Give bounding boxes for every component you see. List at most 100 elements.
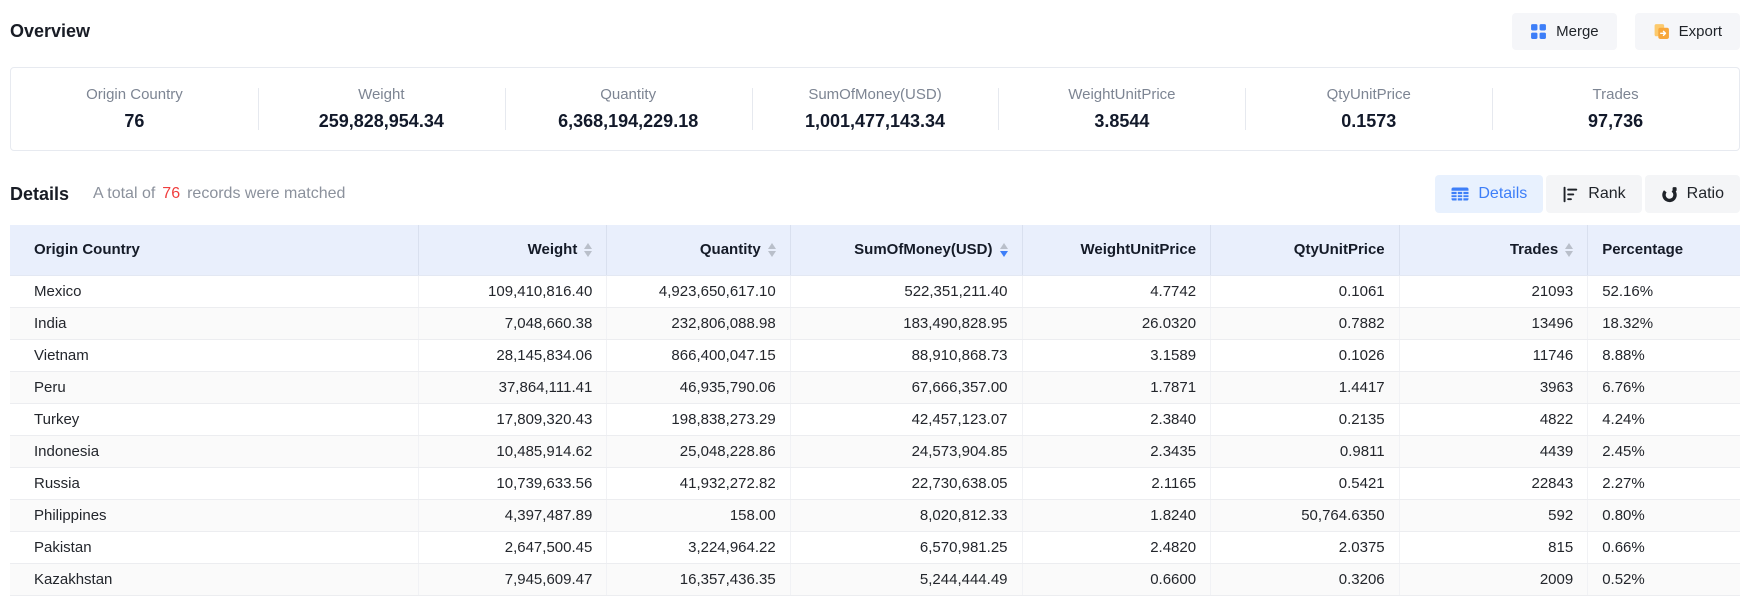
stat-label: Quantity — [600, 86, 656, 103]
column-header-label: WeightUnitPrice — [1081, 241, 1197, 258]
column-header-content: Quantity — [700, 241, 776, 258]
stat-label: SumOfMoney(USD) — [808, 86, 941, 103]
topbar: Overview Merge Export — [10, 0, 1740, 50]
stat-item: Quantity6,368,194,229.18 — [505, 68, 752, 150]
cell-qty-unit-price: 2.0375 — [1211, 531, 1400, 563]
sort-descending-icon[interactable] — [584, 251, 592, 257]
cell-percentage: 52.16% — [1588, 275, 1740, 307]
details-title: Details — [10, 184, 69, 205]
cell-sum-of-money-usd: 6,570,981.25 — [790, 531, 1022, 563]
view-button-rank[interactable]: Rank — [1546, 175, 1641, 213]
cell-quantity: 4,923,650,617.10 — [607, 275, 790, 307]
cell-origin-country: Peru — [10, 371, 418, 403]
cell-percentage: 4.24% — [1588, 403, 1740, 435]
stat-value: 97,736 — [1588, 111, 1643, 132]
cell-percentage: 2.45% — [1588, 435, 1740, 467]
table-row: Pakistan2,647,500.453,224,964.226,570,98… — [10, 531, 1740, 563]
sort-descending-icon[interactable] — [1565, 251, 1573, 257]
cell-trades: 21093 — [1399, 275, 1588, 307]
cell-qty-unit-price: 0.5421 — [1211, 467, 1400, 499]
sort-ascending-icon[interactable] — [1565, 243, 1573, 249]
cell-sum-of-money-usd: 22,730,638.05 — [790, 467, 1022, 499]
cell-sum-of-money-usd: 67,666,357.00 — [790, 371, 1022, 403]
cell-percentage: 0.66% — [1588, 531, 1740, 563]
sort-caret[interactable] — [1565, 243, 1573, 257]
export-button[interactable]: Export — [1635, 13, 1740, 50]
view-button-label: Ratio — [1687, 185, 1724, 203]
cell-origin-country: Indonesia — [10, 435, 418, 467]
cell-sum-of-money-usd: 8,020,812.33 — [790, 499, 1022, 531]
cell-qty-unit-price: 0.2135 — [1211, 403, 1400, 435]
cell-quantity: 158.00 — [607, 499, 790, 531]
cell-origin-country: Vietnam — [10, 339, 418, 371]
table-row: Russia10,739,633.5641,932,272.8222,730,6… — [10, 467, 1740, 499]
column-header-content: Percentage — [1602, 241, 1683, 258]
cell-weight: 10,485,914.62 — [418, 435, 607, 467]
cell-weight-unit-price: 1.8240 — [1022, 499, 1211, 531]
cell-weight: 17,809,320.43 — [418, 403, 607, 435]
column-header-weight[interactable]: Weight — [418, 225, 607, 275]
stat-label: Weight — [358, 86, 404, 103]
match-count: 76 — [162, 185, 180, 202]
sort-caret[interactable] — [1000, 243, 1008, 257]
cell-percentage: 8.88% — [1588, 339, 1740, 371]
view-button-ratio[interactable]: Ratio — [1645, 175, 1740, 213]
column-header-qty-unit-price: QtyUnitPrice — [1211, 225, 1400, 275]
stat-value: 259,828,954.34 — [319, 111, 444, 132]
column-header-content: Weight — [528, 241, 593, 258]
cell-quantity: 41,932,272.82 — [607, 467, 790, 499]
column-header-trades[interactable]: Trades — [1399, 225, 1588, 275]
cell-weight: 109,410,816.40 — [418, 275, 607, 307]
cell-qty-unit-price: 1.4417 — [1211, 371, 1400, 403]
stat-item: QtyUnitPrice 0.1573 — [1245, 68, 1492, 150]
view-button-label: Rank — [1588, 185, 1625, 203]
cell-weight-unit-price: 2.3840 — [1022, 403, 1211, 435]
table-row: Vietnam28,145,834.06866,400,047.1588,910… — [10, 339, 1740, 371]
sort-descending-icon[interactable] — [768, 251, 776, 257]
cell-origin-country: Kazakhstan — [10, 563, 418, 595]
stat-item: SumOfMoney(USD) 1,001,477,143.34 — [752, 68, 999, 150]
sort-caret[interactable] — [768, 243, 776, 257]
page-title: Overview — [10, 21, 90, 42]
column-header-weight-unit-price: WeightUnitPrice — [1022, 225, 1211, 275]
stat-value: 1,001,477,143.34 — [805, 111, 945, 132]
cell-sum-of-money-usd: 522,351,211.40 — [790, 275, 1022, 307]
cell-quantity: 16,357,436.35 — [607, 563, 790, 595]
cell-quantity: 3,224,964.22 — [607, 531, 790, 563]
merge-button-label: Merge — [1556, 23, 1599, 40]
sort-caret[interactable] — [584, 243, 592, 257]
column-header-sum-of-money-usd[interactable]: SumOfMoney(USD) — [790, 225, 1022, 275]
column-header-content: Trades — [1510, 241, 1573, 258]
cell-quantity: 198,838,273.29 — [607, 403, 790, 435]
stat-value: 76 — [124, 111, 144, 132]
cell-percentage: 0.80% — [1588, 499, 1740, 531]
column-header-label: Weight — [528, 241, 578, 258]
sort-ascending-icon[interactable] — [768, 243, 776, 249]
stat-value: 0.1573 — [1341, 111, 1396, 132]
cell-sum-of-money-usd: 24,573,904.85 — [790, 435, 1022, 467]
cell-origin-country: Turkey — [10, 403, 418, 435]
cell-trades: 22843 — [1399, 467, 1588, 499]
column-header-content: QtyUnitPrice — [1294, 241, 1385, 258]
merge-button[interactable]: Merge — [1512, 13, 1617, 50]
column-header-percentage: Percentage — [1588, 225, 1740, 275]
cell-qty-unit-price: 0.7882 — [1211, 307, 1400, 339]
ratio-icon — [1661, 186, 1678, 203]
table-row: Indonesia10,485,914.6225,048,228.8624,57… — [10, 435, 1740, 467]
cell-percentage: 6.76% — [1588, 371, 1740, 403]
stat-label: QtyUnitPrice — [1327, 86, 1411, 103]
export-icon — [1653, 23, 1670, 40]
column-header-quantity[interactable]: Quantity — [607, 225, 790, 275]
cell-qty-unit-price: 0.1061 — [1211, 275, 1400, 307]
sort-descending-icon[interactable] — [1000, 251, 1008, 257]
cell-qty-unit-price: 0.3206 — [1211, 563, 1400, 595]
view-button-details[interactable]: Details — [1435, 175, 1543, 213]
rank-icon — [1562, 186, 1579, 203]
table-row: Peru37,864,111.4146,935,790.0667,666,357… — [10, 371, 1740, 403]
export-button-label: Export — [1679, 23, 1722, 40]
cell-weight: 2,647,500.45 — [418, 531, 607, 563]
cell-origin-country: India — [10, 307, 418, 339]
sort-ascending-icon[interactable] — [1000, 243, 1008, 249]
sort-ascending-icon[interactable] — [584, 243, 592, 249]
cell-origin-country: Russia — [10, 467, 418, 499]
